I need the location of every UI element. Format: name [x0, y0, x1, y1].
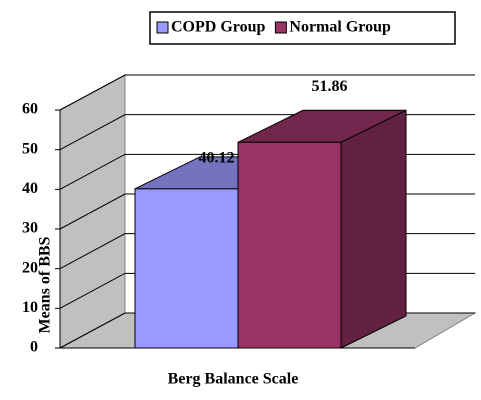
- bar-side: [340, 109, 407, 349]
- y-tick-label: 50: [22, 140, 38, 157]
- y-tick-label: 20: [22, 259, 38, 276]
- grid-line: [59, 74, 475, 111]
- data-label: 40.12: [199, 150, 235, 167]
- y-tick-label: 10: [22, 299, 38, 316]
- bar: [134, 188, 239, 349]
- y-tick-label: 60: [22, 101, 38, 118]
- legend-label: COPD Group: [171, 19, 265, 36]
- y-tick-label: 0: [30, 339, 38, 356]
- data-label: 51.86: [312, 78, 348, 95]
- y-tick-label: 40: [22, 180, 38, 197]
- legend-box: [149, 11, 456, 45]
- legend-swatch: [156, 21, 169, 34]
- y-tick-label: 30: [22, 220, 38, 237]
- bar: [237, 141, 342, 349]
- x-axis-label: Berg Balance Scale: [168, 371, 299, 388]
- legend-swatch: [274, 21, 287, 34]
- y-axis-label: Means of BBS: [37, 236, 54, 333]
- legend-label: Normal Group: [289, 19, 391, 36]
